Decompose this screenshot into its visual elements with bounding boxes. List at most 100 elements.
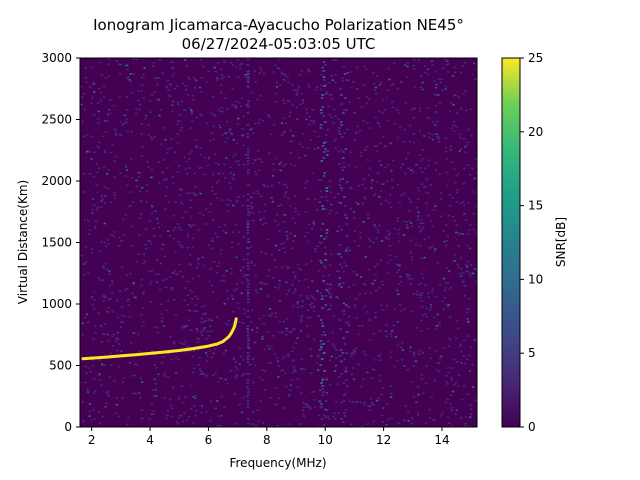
noise-pixel	[440, 355, 443, 358]
noise-pixel	[347, 238, 350, 240]
noise-pixel	[450, 376, 453, 379]
noise-pixel	[313, 130, 316, 133]
noise-pixel	[116, 350, 119, 352]
noise-pixel	[186, 350, 189, 353]
noise-pixel	[81, 120, 84, 123]
noise-pixel	[254, 81, 257, 83]
noise-pixel	[329, 287, 332, 290]
noise-pixel	[180, 385, 184, 387]
noise-pixel	[236, 302, 240, 305]
noise-pixel	[313, 399, 316, 401]
noise-pixel	[165, 186, 169, 189]
noise-pixel	[353, 351, 356, 353]
noise-pixel	[266, 345, 269, 347]
noise-pixel	[368, 318, 371, 321]
noise-pixel	[283, 79, 287, 81]
noise-pixel	[102, 279, 105, 281]
noise-pixel	[301, 300, 304, 302]
noise-pixel	[186, 192, 189, 194]
noise-pixel	[409, 346, 412, 349]
interference-pixel	[246, 403, 250, 405]
noise-pixel	[405, 275, 409, 278]
noise-pixel	[378, 125, 382, 128]
noise-pixel	[429, 304, 432, 306]
noise-pixel	[431, 225, 434, 228]
noise-pixel	[377, 354, 380, 357]
noise-pixel	[254, 289, 257, 292]
noise-pixel	[274, 387, 277, 389]
noise-pixel	[319, 244, 322, 246]
noise-pixel	[92, 384, 96, 386]
noise-pixel	[279, 204, 282, 206]
noise-pixel	[397, 228, 400, 231]
noise-pixel	[348, 249, 351, 252]
noise-pixel	[188, 384, 191, 386]
noise-pixel	[230, 133, 233, 135]
noise-pixel	[187, 94, 190, 96]
interference-pixel	[323, 334, 327, 336]
noise-pixel	[397, 422, 400, 425]
noise-pixel	[433, 92, 436, 95]
noise-pixel	[121, 123, 124, 126]
noise-pixel	[285, 186, 289, 189]
noise-pixel	[240, 105, 243, 107]
noise-pixel	[261, 335, 264, 338]
noise-pixel	[98, 378, 101, 381]
noise-pixel	[86, 391, 90, 393]
noise-pixel	[412, 133, 415, 135]
noise-pixel	[334, 147, 337, 149]
noise-pixel	[214, 232, 217, 235]
noise-pixel	[352, 270, 355, 273]
noise-pixel	[307, 335, 310, 337]
noise-pixel	[455, 200, 458, 203]
noise-pixel	[150, 242, 153, 245]
noise-pixel	[101, 198, 104, 200]
noise-pixel	[114, 155, 117, 158]
noise-pixel	[330, 116, 333, 119]
noise-pixel	[220, 249, 223, 251]
noise-pixel	[406, 76, 409, 78]
noise-pixel	[470, 134, 473, 137]
noise-pixel	[104, 374, 107, 377]
noise-pixel	[106, 120, 109, 122]
noise-pixel	[237, 76, 240, 79]
noise-pixel	[300, 330, 303, 333]
noise-pixel	[244, 274, 247, 276]
noise-pixel	[166, 152, 169, 154]
noise-pixel	[235, 375, 238, 377]
noise-pixel	[130, 158, 133, 160]
noise-pixel	[325, 416, 328, 418]
noise-pixel	[356, 88, 359, 90]
interference-pixel	[246, 301, 250, 303]
noise-pixel	[391, 187, 394, 189]
noise-pixel	[273, 220, 277, 222]
noise-pixel	[292, 191, 296, 193]
noise-pixel	[447, 71, 450, 73]
noise-pixel	[450, 379, 454, 381]
noise-pixel	[147, 124, 150, 126]
noise-pixel	[283, 195, 286, 198]
interference-pixel	[323, 265, 326, 267]
noise-pixel	[100, 325, 103, 327]
noise-pixel	[93, 175, 96, 178]
noise-pixel	[431, 138, 435, 141]
noise-pixel	[394, 277, 397, 279]
noise-pixel	[140, 285, 143, 287]
y-axis-label: Virtual Distance(Km)	[16, 180, 30, 304]
noise-pixel	[416, 293, 419, 296]
noise-pixel	[347, 321, 350, 323]
noise-pixel	[245, 104, 248, 106]
interference-pixel	[338, 163, 341, 165]
noise-pixel	[410, 278, 413, 280]
noise-pixel	[243, 308, 246, 310]
noise-pixel	[174, 251, 177, 254]
noise-pixel	[342, 313, 346, 315]
noise-pixel	[299, 143, 302, 145]
noise-pixel	[215, 182, 218, 184]
noise-pixel	[341, 382, 344, 384]
noise-pixel	[451, 406, 454, 409]
noise-pixel	[289, 129, 292, 132]
noise-pixel	[386, 237, 389, 240]
noise-pixel	[330, 74, 333, 77]
noise-pixel	[420, 219, 423, 221]
